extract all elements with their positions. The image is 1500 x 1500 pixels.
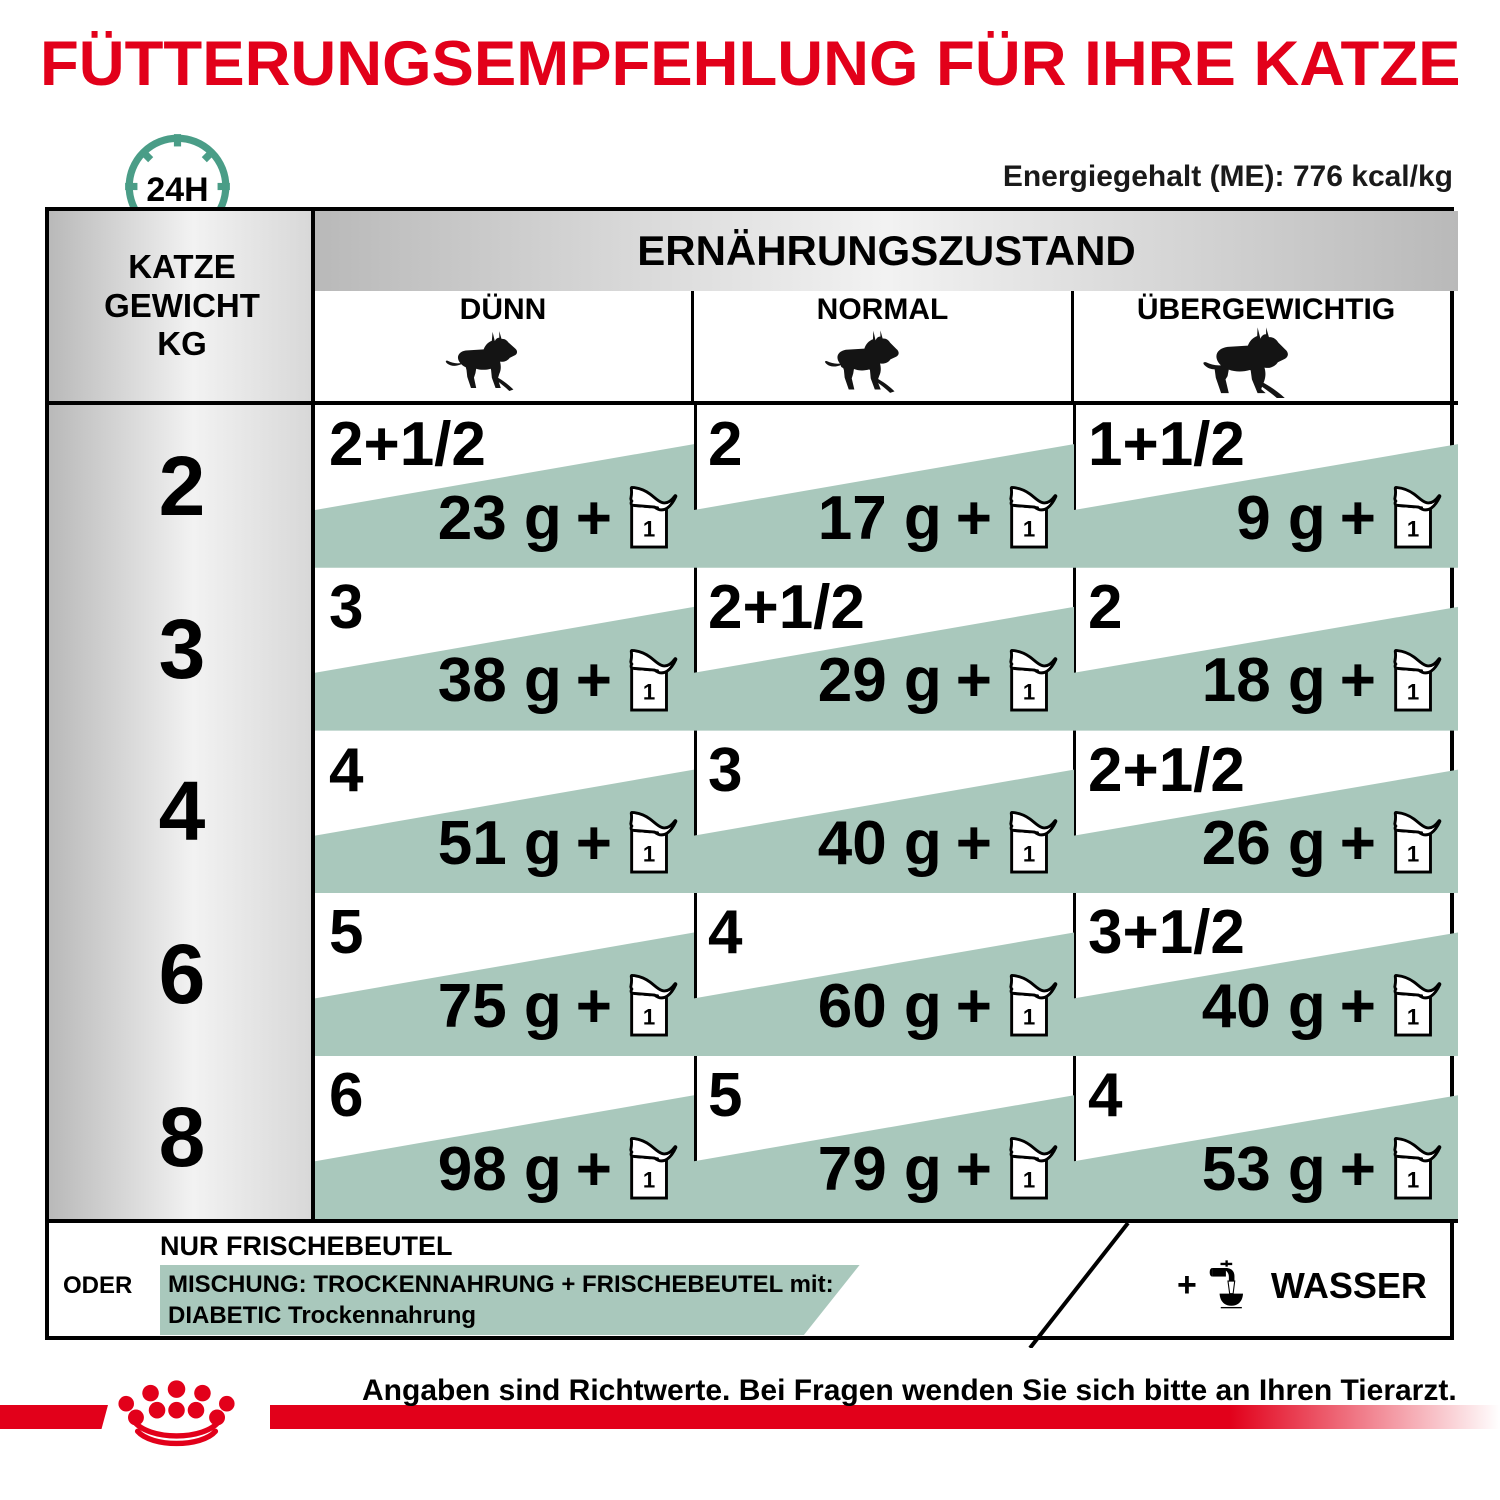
- svg-text:1: 1: [1407, 1167, 1419, 1192]
- svg-text:1: 1: [1407, 679, 1419, 704]
- svg-text:1: 1: [1023, 842, 1035, 867]
- svg-text:1: 1: [1407, 1005, 1419, 1030]
- svg-text:1: 1: [1023, 1005, 1035, 1030]
- svg-text:1: 1: [1023, 1167, 1035, 1192]
- svg-text:1: 1: [643, 1167, 655, 1192]
- svg-text:1: 1: [643, 679, 655, 704]
- svg-text:1: 1: [1407, 842, 1419, 867]
- svg-text:1: 1: [643, 842, 655, 867]
- svg-text:1: 1: [1407, 516, 1419, 541]
- svg-text:1: 1: [1023, 516, 1035, 541]
- svg-text:1: 1: [643, 516, 655, 541]
- svg-text:1: 1: [1023, 679, 1035, 704]
- svg-text:1: 1: [643, 1005, 655, 1030]
